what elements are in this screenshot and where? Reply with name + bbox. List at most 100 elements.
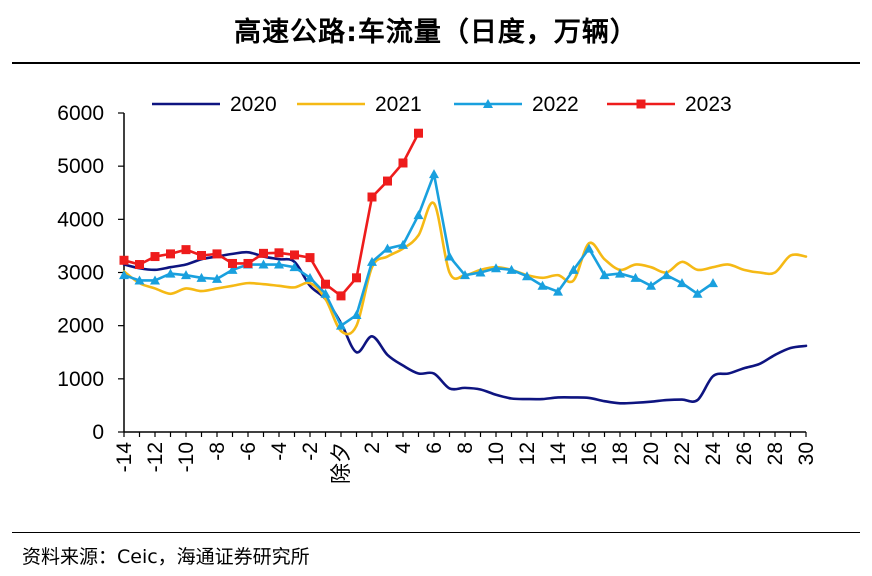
x-tick-label: -8 [206,442,229,461]
data-point [537,280,548,290]
data-point [197,250,206,260]
legend-label-2023: 2023 [685,93,732,116]
data-point [708,278,718,288]
legend-label-2020: 2020 [230,93,277,116]
data-point [181,245,191,255]
series-line-2021 [122,201,808,336]
x-tick-label: 22 [671,442,694,465]
x-tick-label: 6 [423,442,446,454]
data-point [568,264,579,274]
source-note: 资料来源：Ceic，海通证券研究所 [22,546,310,568]
x-tick-label: -12 [144,442,167,472]
series-2021 [122,201,808,336]
footer-rule [12,532,860,533]
chart-series [119,128,808,405]
x-tick-label: 8 [454,442,477,454]
data-point [150,275,160,285]
data-point [181,270,191,280]
x-tick-label: 18 [609,442,632,465]
data-point [383,176,392,186]
y-tick-label: 1000 [57,368,104,391]
x-tick-label: 除夕 [330,442,353,484]
data-point [351,310,362,320]
x-tick-label: 26 [733,442,756,465]
data-point [398,239,408,249]
x-tick-label: -14 [113,442,136,473]
data-point [259,248,268,258]
data-point [584,243,594,253]
series-2023 [119,128,423,301]
data-point [243,258,253,268]
x-tick-label: -4 [268,442,291,461]
legend-label-2021: 2021 [375,93,422,116]
data-point [228,258,237,268]
data-point [212,249,222,259]
series-2022 [119,169,718,330]
data-point [646,280,656,290]
data-point [212,273,222,283]
data-point [290,250,299,260]
data-point [460,270,470,280]
legend-marker-2022 [483,99,493,108]
data-point [429,169,439,179]
data-point [227,264,238,274]
data-point [692,288,703,298]
data-point [506,264,517,274]
x-tick-label: -6 [237,442,260,461]
y-tick-label: 3000 [57,262,104,285]
data-point [274,259,284,269]
series-line-2020 [122,250,808,405]
chart-title: 高速公路:车流量（日度，万辆） [234,17,638,48]
x-tick-label: 24 [702,442,725,466]
data-point [413,210,424,220]
legend-marker-2023 [636,99,646,109]
data-point [274,248,284,258]
data-point [367,256,377,266]
x-tick-label: 30 [795,442,818,465]
data-point [119,270,129,280]
x-tick-label: 2 [361,442,384,454]
data-point [150,252,160,262]
data-point [491,263,501,273]
data-point [336,291,346,301]
y-tick-label: 0 [92,421,104,444]
data-point [661,270,672,280]
data-point [166,249,175,259]
y-tick-label: 5000 [57,155,104,178]
data-point [119,255,129,265]
data-point [522,271,532,281]
data-point [165,268,176,278]
data-point [444,251,455,261]
data-point [134,275,145,285]
x-tick-label: -2 [299,442,322,461]
series-2020 [122,250,808,405]
y-tick-label: 6000 [57,102,104,125]
y-tick-label: 2000 [57,315,104,338]
x-tick-label: 4 [392,442,415,454]
data-point [398,158,408,168]
data-point [475,267,486,277]
x-tick-label: 14 [547,442,570,466]
legend-label-2022: 2022 [532,93,579,116]
data-point [320,288,331,298]
data-point [305,272,315,282]
series-line-2022 [122,172,715,327]
data-point [196,272,207,282]
chart-legend: 2020 2021 2022 2023 [152,93,732,116]
title-rule [12,62,860,64]
x-tick-label: 28 [764,442,787,465]
x-tick-label: -10 [175,442,198,472]
data-point [289,262,300,272]
x-tick-label: 10 [485,442,508,465]
chart-axes: 0 1000 2000 3000 4000 5000 6000 -14 -12 -10 -8 -6 -4… [57,102,818,484]
data-point [135,260,144,270]
data-point [553,286,563,296]
data-point [336,320,346,330]
data-point [321,279,330,289]
data-point [305,253,315,263]
data-point [630,272,641,282]
series-line-2023 [122,131,420,298]
data-point [382,243,393,253]
y-tick-label: 4000 [57,208,104,231]
